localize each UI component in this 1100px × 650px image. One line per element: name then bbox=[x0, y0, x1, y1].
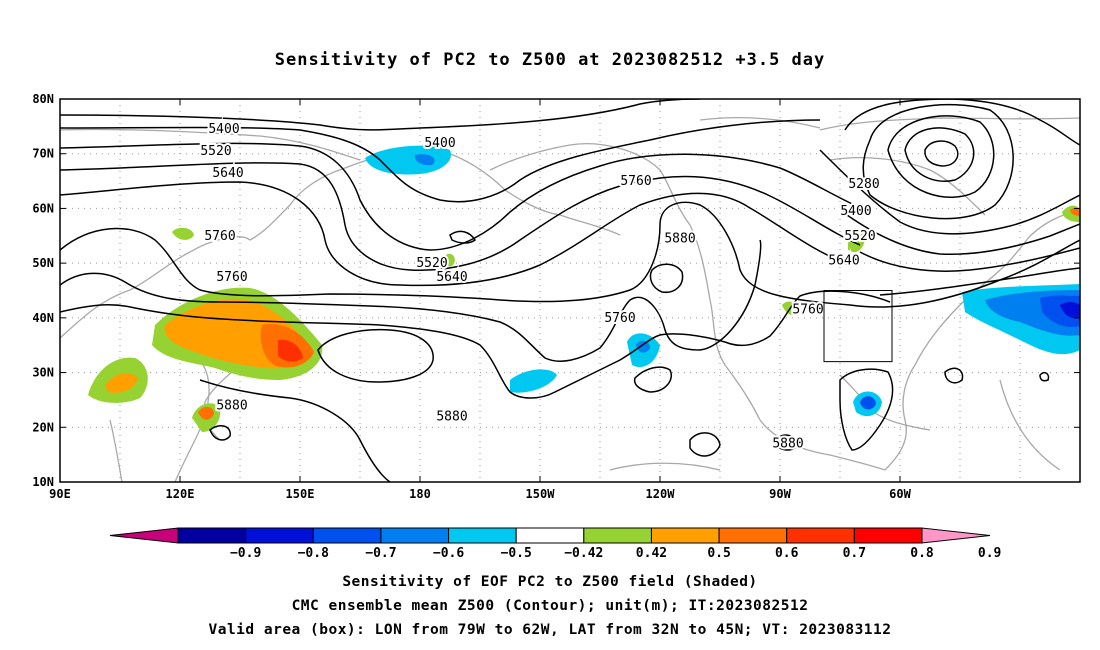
contour-label: 5880 bbox=[664, 232, 695, 247]
colorbar-label: 0.7 bbox=[843, 546, 866, 561]
shade-negative-gulf-core bbox=[860, 396, 876, 410]
lat-tick-label: 10N bbox=[32, 475, 54, 489]
caption-line-1: Sensitivity of EOF PC2 to Z500 field (Sh… bbox=[342, 574, 758, 590]
contour-label: 5280 bbox=[848, 177, 879, 192]
valid-area-box bbox=[823, 290, 893, 363]
sensitivity-shading bbox=[88, 145, 1080, 432]
lon-tick-label: 180 bbox=[409, 487, 431, 501]
colorbar-label: −0.42 bbox=[564, 546, 603, 561]
caption-line-2: CMC ensemble mean Z500 (Contour); unit(m… bbox=[291, 598, 809, 614]
colorbar-swatch bbox=[448, 527, 517, 544]
lon-tick-label: 90W bbox=[769, 487, 791, 501]
map-title: Sensitivity of PC2 to Z500 at 2023082512… bbox=[274, 50, 826, 70]
colorbar: −0.9 −0.8 −0.7 −0.6 −0.5 −0.42 0.42 0.5 0.6 0.7 0.… bbox=[109, 527, 1001, 561]
shade-negative-atlantic-peak bbox=[1060, 302, 1080, 319]
contour-label: 5520 bbox=[200, 144, 231, 159]
lon-tick-label: 120E bbox=[166, 487, 195, 501]
lat-tick-label: 70N bbox=[32, 147, 54, 161]
colorbar-swatch bbox=[853, 527, 923, 544]
colorbar-low-triangle bbox=[109, 527, 179, 544]
contour-label: 5520 bbox=[844, 229, 875, 244]
shade-positive-siberia bbox=[172, 227, 194, 240]
contour-label: 5640 bbox=[212, 166, 243, 181]
contour-label: 5760 bbox=[620, 174, 651, 189]
lon-tick-label: 90E bbox=[49, 487, 71, 501]
contour-label: 5400 bbox=[208, 122, 239, 137]
lat-tick-label: 40N bbox=[32, 311, 54, 325]
colorbar-label: 0.5 bbox=[707, 546, 730, 561]
shade-negative-california-core bbox=[636, 340, 650, 353]
colorbar-swatch bbox=[583, 527, 652, 544]
colorbar-label: 0.8 bbox=[910, 546, 934, 561]
contour-label: 5520 bbox=[416, 256, 447, 271]
colorbar-swatch bbox=[380, 527, 450, 544]
colorbar-label: −0.5 bbox=[501, 546, 532, 561]
colorbar-swatch bbox=[718, 527, 788, 544]
shade-positive-east-asia-peak bbox=[278, 339, 303, 362]
colorbar-label: −0.7 bbox=[365, 546, 396, 561]
lat-tick-label: 60N bbox=[32, 201, 54, 215]
colorbar-swatch bbox=[515, 527, 585, 544]
shade-negative-kamchatka-core bbox=[414, 154, 435, 166]
colorbar-label: 0.42 bbox=[636, 546, 667, 561]
colorbar-label: −0.8 bbox=[298, 546, 329, 561]
shade-positive-hokkaido bbox=[444, 253, 455, 267]
contour-label: 5400 bbox=[840, 204, 871, 219]
shade-positive-china-mid bbox=[105, 373, 138, 393]
lon-tick-label: 150E bbox=[286, 487, 315, 501]
colorbar-label: 0.9 bbox=[978, 546, 1001, 561]
contour-label: 5640 bbox=[436, 270, 467, 285]
contour-label: 5760 bbox=[792, 303, 823, 318]
colorbar-swatch bbox=[650, 527, 720, 544]
contour-label: 5640 bbox=[828, 253, 859, 268]
colorbar-swatch bbox=[312, 527, 382, 544]
colorbar-label: 0.6 bbox=[775, 546, 799, 561]
lat-tick-label: 50N bbox=[32, 256, 54, 270]
contour-label: 5880 bbox=[216, 398, 247, 413]
colorbar-swatch bbox=[245, 527, 314, 544]
lat-tick-label: 30N bbox=[32, 366, 54, 380]
contour-label: 5400 bbox=[424, 136, 455, 151]
z500-contours bbox=[60, 99, 1080, 482]
contour-label: 5760 bbox=[204, 229, 235, 244]
caption-line-3: Valid area (box): LON from 79W to 62W, L… bbox=[208, 622, 892, 638]
contour-label: 5880 bbox=[436, 409, 467, 424]
shade-positive-hudson bbox=[848, 231, 866, 253]
contour-label: 5760 bbox=[604, 311, 635, 326]
contour-label: 5880 bbox=[772, 437, 803, 452]
colorbar-swatch bbox=[177, 527, 247, 544]
lat-tick-label: 20N bbox=[32, 420, 54, 434]
lat-tick-label: 80N bbox=[32, 92, 54, 106]
plot-frame bbox=[59, 98, 1081, 483]
shade-negative-pacific bbox=[510, 369, 557, 393]
colorbar-swatch bbox=[786, 527, 855, 544]
contour-label: 5760 bbox=[216, 270, 247, 285]
colorbar-label: −0.6 bbox=[433, 546, 464, 561]
lon-tick-label: 150W bbox=[526, 487, 556, 501]
shade-positive-south-china-mid bbox=[198, 406, 214, 420]
lon-tick-label: 60W bbox=[889, 487, 911, 501]
colorbar-label: −0.9 bbox=[230, 546, 261, 561]
lon-tick-label: 120W bbox=[646, 487, 676, 501]
colorbar-high-triangle bbox=[921, 527, 991, 544]
axis-ticks: 90E 120E 150E 180 150W 120W 90W 60W 80N 70N 60N 50N… bbox=[32, 92, 1080, 501]
shade-positive-greenland-mid bbox=[1070, 207, 1080, 216]
contour-labels: 5400552056405760576058805400552056405760… bbox=[198, 120, 881, 454]
